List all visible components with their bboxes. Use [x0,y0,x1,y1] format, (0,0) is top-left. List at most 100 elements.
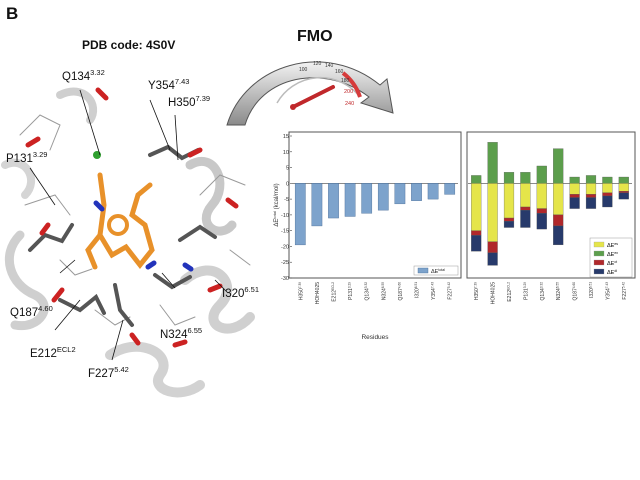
chart2-bar-segment [536,213,547,230]
chart1-bar [377,183,389,211]
chart1-x-tick-label: F2275.42 [447,282,454,300]
chart2-bar-segment [618,191,629,193]
panel-label: B [6,4,19,23]
chart2-x-tick-label: Y3547.43 [605,282,612,300]
molecular-structure-image [1,87,255,398]
label-f227: F2275.42 [88,365,129,380]
legend-es-label: ΔEes [607,242,618,249]
chart2-bar-segment [569,197,580,209]
chart1-y-tick-label: 5 [286,166,289,172]
chart1-x-tick-label: H3507.39 [298,282,305,300]
chart1-bar [361,183,373,214]
label-n324: N3246.55 [160,326,203,341]
chart2-bar-segment [602,195,613,208]
chart2-x-tick-label: Q1874.60 [572,282,579,301]
chart1-y-tick-label: 15 [283,134,289,140]
fmo-label: FMO [297,28,333,45]
chart2-bar-segment [553,183,564,216]
chart2-bar-segment [487,252,498,266]
chart1-x-tick-label: Q1343.32 [364,282,371,301]
svg-text:240: 240 [345,101,354,107]
chart2-bar-segment [536,208,547,214]
chart2-bar-segment [487,241,498,253]
svg-text:100: 100 [299,67,308,73]
chart2-x-tick-label: N3246.55 [556,282,563,300]
chart2-bar-segment [618,176,629,184]
chart2-bar-segment [553,148,564,184]
label-y354: Y3547.43 [148,77,190,92]
legend-ct-swatch [593,259,605,266]
chart2-bar-segment [618,183,629,192]
chart1-x-axis-label: Residues [361,334,389,341]
label-i320: I3206.51 [222,285,259,300]
chart2-bar-segment [602,192,613,197]
chart2-x-tick-label: HOH4025 [491,282,497,304]
chart2-bar-segment [585,175,597,184]
chart2-bar-segment [618,192,629,200]
label-p131: P1313.29 [6,150,48,165]
pdb-code-label: PDB code: 4S0V [82,38,176,52]
svg-text:180: 180 [341,78,350,84]
label-e212: E212ECL2 [30,345,76,360]
svg-text:160: 160 [335,69,344,75]
chart2-bar-segment [503,183,515,219]
chart2-legend: ΔEes ΔEex ΔEct ΔEdi [589,237,633,278]
svg-text:140: 140 [325,63,334,69]
legend-ct-label: ΔEct [607,260,617,267]
legend-di-swatch [593,268,605,275]
chart2-bar-segment [471,183,482,231]
chart-energy-components: H3507.39 HOH4025 E212ECL2 P1313.29 Q1343.32 N… [468,142,632,304]
chart2-x-tick-label: P1313.29 [523,282,530,300]
chart2-bar-segment [553,225,564,246]
svg-text:120: 120 [313,61,322,67]
chart1-y-tick-label: -5 [284,197,289,203]
chart2-bar-segment [487,142,498,184]
speedometer-gauge: 100 120 140 160 180 200 240 [276,61,362,110]
chart2-bar-segment [585,183,597,195]
chart1-y-tick-label: -15 [281,229,289,235]
chart2-bar-segment [487,183,498,242]
chart2-bar-segment [471,175,482,184]
chart2-bar-segment [520,172,531,184]
chart2-bar-segment [520,206,531,211]
chart2-x-tick-label: E212ECL2 [507,282,514,302]
chart-total-energy: -30 -25 -20 -15 -10 -5 0 5 10 15 H3507.39 HOH4025 E2… [281,134,458,304]
chart2-bar-segment [553,214,564,227]
chart2-x-tick-label: Q1343.32 [539,282,546,301]
chart1-x-tick-label: Q1874.60 [397,282,404,301]
chart1-x-tick-label: E212ECL2 [331,282,338,302]
chart2-bar-segment [585,194,597,198]
chart2-bar-segment [569,183,580,195]
chart2-bar-segment [536,183,547,209]
chart2-bar-segment [471,230,482,236]
chart2-bar-segment [585,197,597,209]
chart1-bar [328,183,339,219]
chart1-x-tick-label: Y3547.43 [431,282,438,300]
svg-text:200: 200 [344,89,353,95]
chart1-bar [294,183,306,246]
legend-ex-swatch [593,250,605,257]
chart1-y-tick-label: 0 [286,181,289,187]
chart2-x-tick-label: F2275.42 [621,282,628,300]
label-q134: Q1343.32 [62,68,105,83]
chart1-y-tick-label: -20 [281,244,289,250]
chart2-bar-segment [602,176,613,184]
curved-arrow [226,61,394,126]
legend-total-swatch [417,267,429,274]
chart1-bar [427,183,439,200]
chart1-y-tick-label: -25 [281,260,289,266]
chart2-bar-segment [503,217,515,222]
label-h350: H3507.39 [168,94,211,109]
legend-di-label: ΔEdi [607,269,617,276]
chart1-bar [444,183,456,195]
chart1-y-axis-label: ΔEtotal (kcal/mol) [272,183,280,226]
chart1-x-tick-label: HOH4025 [315,282,321,304]
chart1-y-tick-label: -30 [281,276,289,282]
chart1-bar [344,183,356,217]
chart2-x-tick-label: H3507.39 [474,282,481,300]
chart2-bar-segment [602,183,613,193]
chart2-bar-segment [503,172,515,184]
chart1-x-tick-label: I3206.51 [414,282,421,298]
chart2-bar-segment [520,210,531,228]
